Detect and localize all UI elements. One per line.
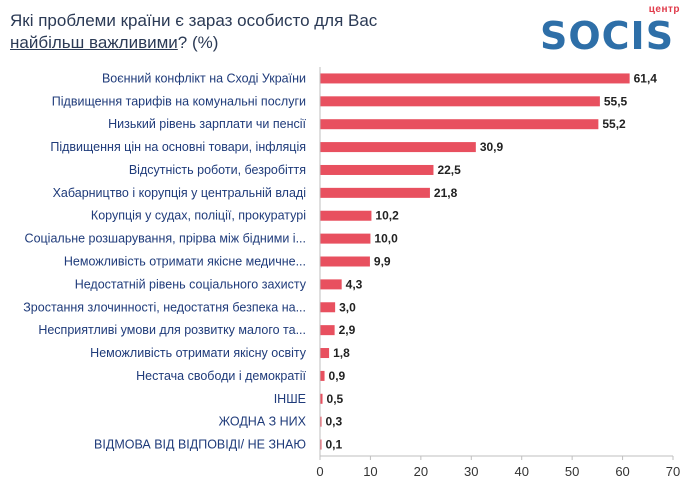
bar [320, 233, 371, 244]
x-tick-label: 60 [615, 464, 629, 479]
category-label: Відсутність роботи, безробіття [129, 163, 306, 177]
x-tick-label: 70 [666, 464, 680, 479]
category-label: ЖОДНА З НИХ [219, 415, 307, 429]
chart-title: Які проблеми країни є зараз особисто для… [10, 10, 450, 54]
category-label: Недостатній рівень соціального захисту [75, 277, 307, 291]
value-label: 10,0 [374, 232, 398, 246]
category-label: Нестача свободи і демократії [136, 369, 306, 383]
category-label: Соціальне розшарування, прірва між бідни… [25, 232, 306, 246]
title-suffix: ? (%) [177, 33, 219, 52]
bar [320, 256, 370, 267]
bar [320, 96, 600, 107]
x-tick-label: 30 [464, 464, 478, 479]
logo-brand: SOCIS [540, 14, 675, 58]
value-label: 21,8 [434, 186, 458, 200]
category-label: Низький рівень зарплати чи пенсії [108, 117, 306, 131]
value-label: 0,3 [326, 415, 343, 429]
value-label: 30,9 [480, 140, 504, 154]
bar [320, 439, 322, 450]
bar [320, 416, 322, 427]
x-tick-label: 40 [514, 464, 528, 479]
bar [320, 210, 372, 221]
title-line-2: найбільш важливими? (%) [10, 32, 450, 54]
value-label: 3,0 [339, 300, 356, 314]
bar [320, 325, 335, 336]
value-label: 55,2 [602, 117, 626, 131]
category-label: Несприятливі умови для розвитку малого т… [38, 323, 306, 337]
bar [320, 119, 599, 130]
value-label: 0,9 [329, 369, 346, 383]
value-label: 9,9 [374, 255, 391, 269]
bar [320, 187, 430, 198]
value-label: 61,4 [634, 71, 658, 85]
socis-logo: центр SOCIS [536, 4, 686, 58]
bar [320, 348, 330, 359]
bar [320, 73, 630, 84]
bar [320, 279, 342, 290]
title-emphasis: найбільш важливими [10, 33, 178, 52]
x-tick-label: 20 [414, 464, 428, 479]
category-label: Хабарництво і корупція у центральній вла… [53, 186, 306, 200]
category-label: Зростання злочинності, недостатня безпек… [23, 300, 306, 314]
value-label: 0,1 [326, 438, 343, 452]
x-tick-label: 50 [565, 464, 579, 479]
value-label: 1,8 [333, 346, 350, 360]
value-label: 22,5 [437, 163, 461, 177]
x-tick-label: 0 [316, 464, 323, 479]
bar [320, 370, 325, 381]
category-label: ІНШЕ [274, 392, 306, 406]
category-label: Неможливість отримати якісне медичне... [64, 255, 306, 269]
value-label: 2,9 [339, 323, 356, 337]
value-label: 0,5 [327, 392, 344, 406]
logo-small-word: центр [648, 4, 680, 15]
category-label: Підвищення цін на основні товари, інфляц… [50, 140, 306, 154]
value-label: 55,5 [604, 94, 628, 108]
category-label: Неможливість отримати якісну освіту [90, 346, 307, 360]
bar [320, 142, 476, 153]
category-label: Воєнний конфлікт на Сході України [102, 71, 306, 85]
category-label: ВІДМОВА ВІД ВІДПОВІДІ/ НЕ ЗНАЮ [94, 438, 306, 452]
bar [320, 302, 336, 313]
bar [320, 393, 323, 404]
title-line-1: Які проблеми країни є зараз особисто для… [10, 11, 378, 30]
category-label: Корупція у судах, поліції, прокуратурі [91, 209, 306, 223]
value-label: 10,2 [375, 209, 399, 223]
value-label: 4,3 [346, 277, 363, 291]
category-label: Підвищення тарифів на комунальні послуги [52, 94, 306, 108]
bar [320, 164, 434, 175]
x-tick-label: 10 [363, 464, 377, 479]
